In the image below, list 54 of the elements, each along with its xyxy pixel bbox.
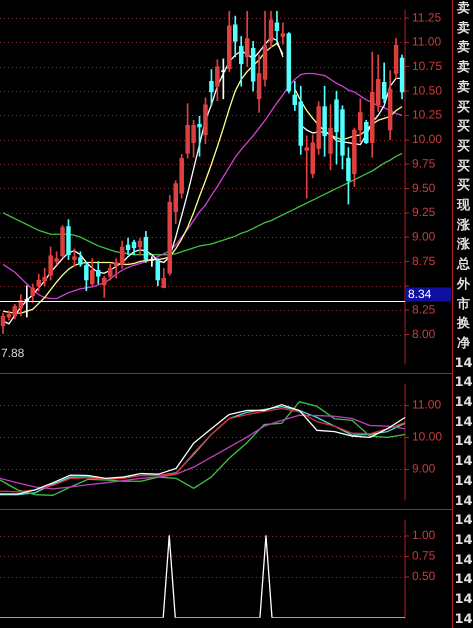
text: 14 <box>454 512 473 530</box>
text: 14 <box>454 433 473 450</box>
y-tick-label: 10.75 <box>412 59 442 74</box>
text: 涨 <box>457 236 470 254</box>
text: 换 <box>457 315 470 332</box>
y-tick-label: 10.00 <box>412 430 442 444</box>
y-tick-label: 11.25 <box>412 10 442 24</box>
text: 总 <box>457 256 470 274</box>
text: 买 <box>457 158 470 175</box>
text: 卖 <box>457 20 470 37</box>
y-tick-label: 10.00 <box>412 132 442 146</box>
text: 涨 <box>457 216 470 234</box>
text: 买 <box>457 98 470 116</box>
candlestick <box>197 116 202 157</box>
y-tick-label: 11.00 <box>412 398 442 412</box>
text: 14 <box>454 532 473 549</box>
text: 14 <box>454 374 473 392</box>
y-tick-label: 8.25 <box>412 302 436 317</box>
ref-line-label: 8.34 <box>408 286 432 301</box>
y-tick-label: 0.75 <box>412 548 436 563</box>
y-tick-label: 10.50 <box>412 83 442 98</box>
text: 14 <box>454 591 473 608</box>
text: 市 <box>457 296 470 313</box>
y-tick-label: 9.25 <box>412 205 436 220</box>
y-tick-label: 9.75 <box>412 156 436 170</box>
y-tick-label: 9.00 <box>412 229 436 244</box>
text: 卖 <box>457 39 470 56</box>
text: 14 <box>454 472 473 490</box>
text: 14 <box>454 552 473 569</box>
y-tick-label: 9.50 <box>412 180 436 195</box>
text: 14 <box>454 610 473 628</box>
y-tick-label: 1.00 <box>412 528 436 542</box>
text: 14 <box>454 453 473 470</box>
text: 买 <box>457 177 470 194</box>
text: 外 <box>457 276 470 293</box>
text: 14 <box>454 354 473 372</box>
annotation: 7.88 <box>1 346 25 360</box>
y-tick-label: 10.25 <box>412 108 442 122</box>
text: 买 <box>457 138 470 155</box>
text: 卖 <box>457 59 470 76</box>
y-tick-label: 11.00 <box>412 34 442 49</box>
text: 14 <box>454 414 473 431</box>
y-tick-label: 8.75 <box>412 254 436 268</box>
y-tick-label: 9.00 <box>412 462 436 476</box>
text: 14 <box>454 394 473 412</box>
text: 卖 <box>457 0 470 17</box>
text: 卖 <box>457 78 470 96</box>
text: 14 <box>454 492 473 510</box>
y-tick-label: 0.50 <box>412 569 436 584</box>
text: 现 <box>457 197 470 214</box>
y-tick-label: 8.00 <box>412 326 436 341</box>
text: 买 <box>457 118 470 136</box>
text: 14 <box>454 571 473 588</box>
text: 净 <box>457 334 470 352</box>
